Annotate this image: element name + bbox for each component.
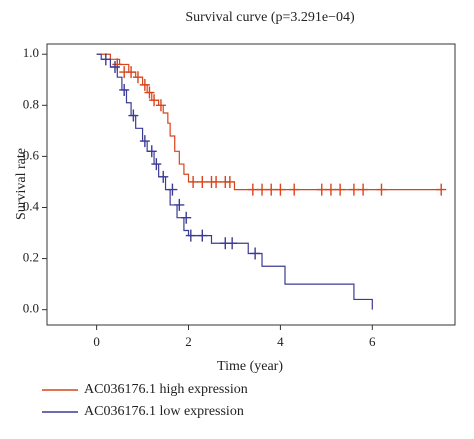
censor-mark xyxy=(275,183,286,196)
censor-mark xyxy=(227,237,238,250)
censor-mark xyxy=(110,60,120,73)
censor-mark xyxy=(289,183,300,196)
censor-mark xyxy=(146,145,157,158)
censor-mark xyxy=(126,66,137,79)
y-tick-label: 1.0 xyxy=(23,45,39,60)
censor-mark xyxy=(188,175,199,188)
censor-mark xyxy=(257,183,268,196)
censor-mark xyxy=(197,229,208,242)
censor-mark xyxy=(348,183,359,196)
censor-mark xyxy=(197,175,208,188)
x-tick-label: 6 xyxy=(369,334,376,349)
censor-mark xyxy=(335,183,346,196)
censor-mark xyxy=(100,53,111,66)
y-tick-label: 0.4 xyxy=(23,198,40,213)
y-tick-label: 0.8 xyxy=(23,96,39,111)
x-tick-label: 4 xyxy=(277,334,284,349)
legend-label: AC036176.1 high expression xyxy=(84,382,248,397)
x-tick-label: 0 xyxy=(93,334,100,349)
censor-mark xyxy=(247,183,258,196)
y-tick-label: 0.0 xyxy=(23,301,39,316)
censor-mark xyxy=(151,158,162,171)
x-axis-label: Time (year) xyxy=(217,359,283,374)
censor-mark xyxy=(376,183,387,196)
censor-mark xyxy=(358,183,369,196)
censor-mark xyxy=(139,135,150,148)
censor-mark xyxy=(139,78,150,91)
censor-mark xyxy=(132,71,143,84)
censor-mark xyxy=(181,211,192,224)
censor-mark xyxy=(149,94,160,107)
censor-mark xyxy=(436,183,447,196)
censor-mark xyxy=(316,183,327,196)
censor-mark xyxy=(266,183,277,196)
plot-frame xyxy=(46,43,456,326)
censor-mark xyxy=(158,170,169,183)
x-tick-label: 2 xyxy=(185,334,192,349)
censor-mark xyxy=(119,83,130,96)
survival-curve xyxy=(96,53,442,191)
censor-mark xyxy=(325,183,336,196)
censor-mark xyxy=(128,109,139,122)
censor-mark xyxy=(224,175,235,188)
legend-label: AC036176.1 low expression xyxy=(84,404,244,419)
y-axis-label: Survival rate xyxy=(14,148,29,220)
censor-mark xyxy=(211,175,222,188)
censor-mark xyxy=(167,183,178,196)
y-tick-label: 0.6 xyxy=(23,147,40,162)
censor-mark xyxy=(144,86,155,99)
censor-mark xyxy=(185,229,196,242)
censor-mark xyxy=(155,99,166,112)
censor-mark xyxy=(250,247,261,260)
chart-title: Survival curve (p=3.291e−04) xyxy=(185,10,355,25)
censor-mark xyxy=(174,198,185,211)
y-tick-label: 0.2 xyxy=(23,250,39,265)
